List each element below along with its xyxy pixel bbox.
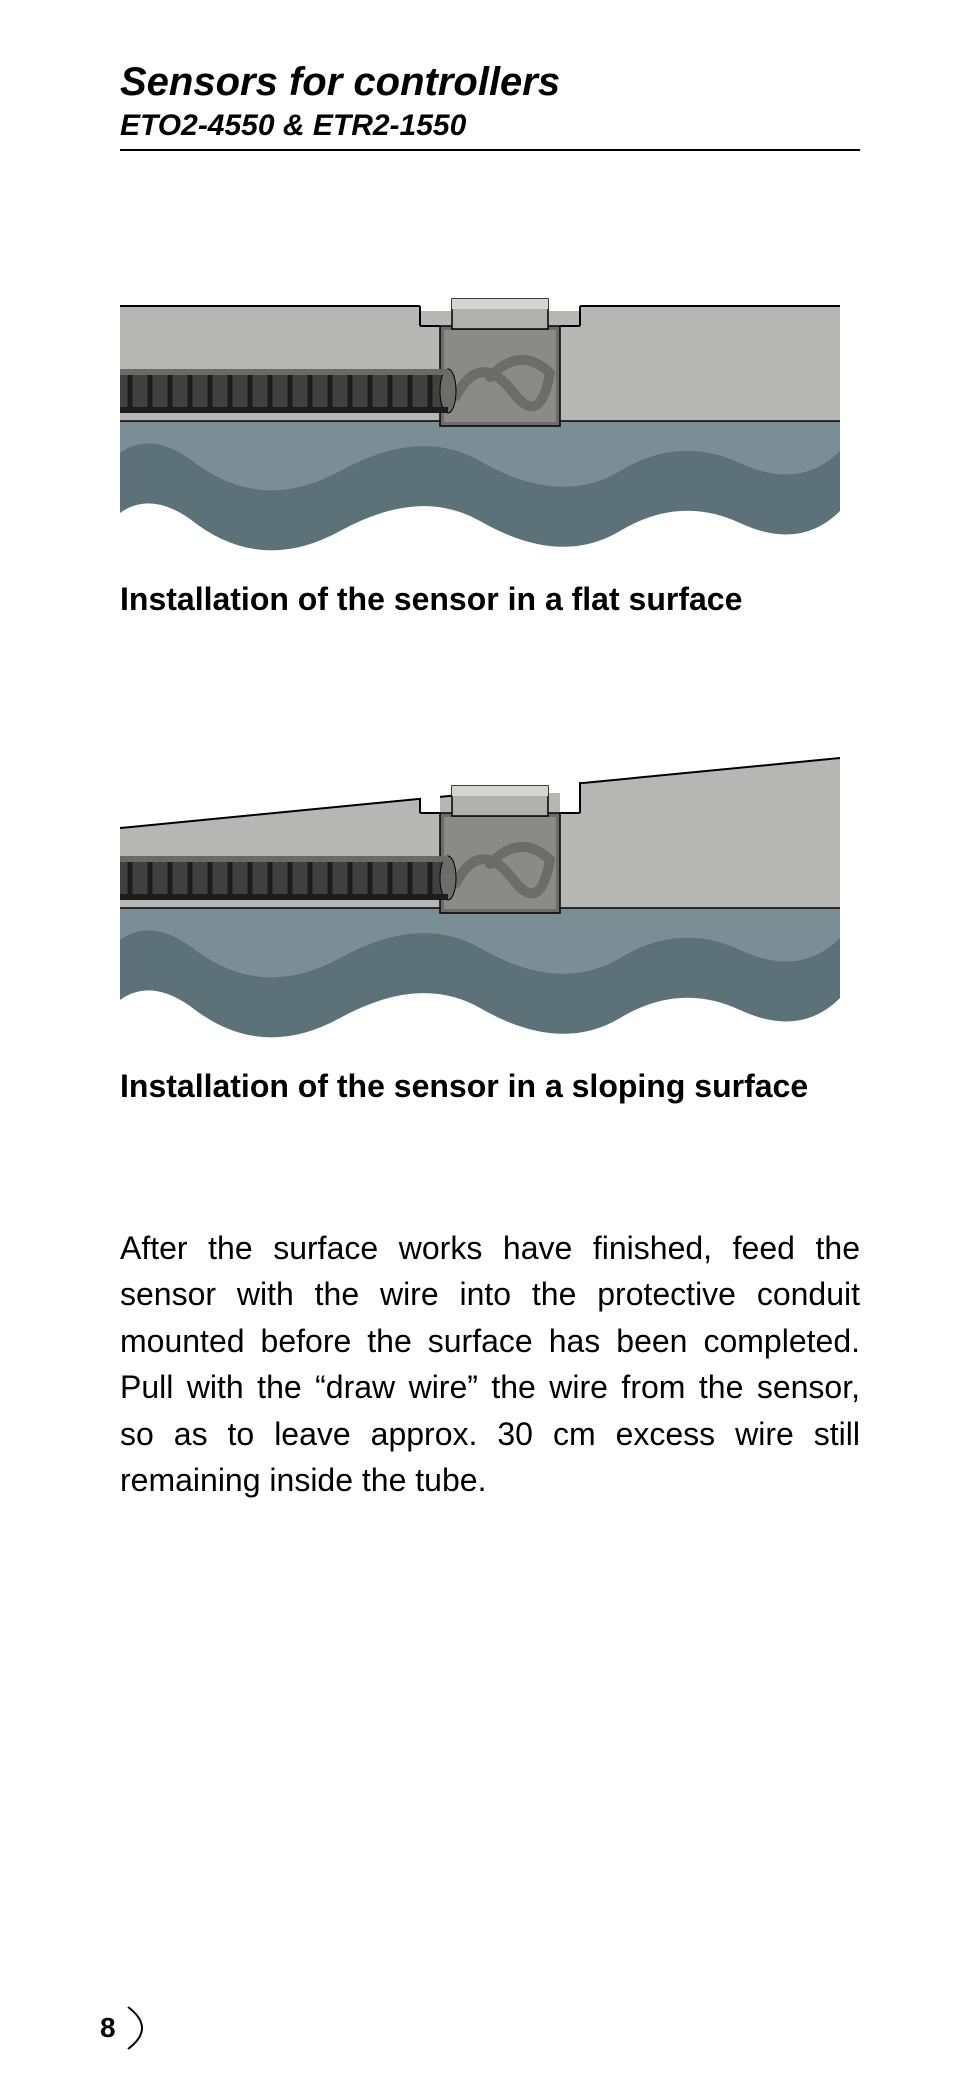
header-subtitle: ETO2-4550 & ETR2-1550 — [120, 109, 860, 143]
page-number: 8 — [100, 2012, 116, 2044]
figure-flat: Installation of the sensor in a flat sur… — [120, 251, 860, 618]
body-paragraph: After the surface works have finished, f… — [120, 1225, 860, 1503]
header: Sensors for controllers ETO2-4550 & ETR2… — [120, 60, 860, 151]
page-number-wrap: 8 — [100, 2005, 160, 2051]
caption-sloping: Installation of the sensor in a sloping … — [120, 1068, 860, 1105]
page: Sensors for controllers ETO2-4550 & ETR2… — [0, 0, 960, 2091]
caption-flat: Installation of the sensor in a flat sur… — [120, 581, 860, 618]
page-number-arc-icon — [126, 2005, 160, 2051]
figure-sloping: Installation of the sensor in a sloping … — [120, 738, 860, 1105]
header-rule — [120, 149, 860, 151]
diagram-sloping-svg — [120, 738, 840, 1038]
diagram-flat-svg — [120, 251, 840, 551]
header-title: Sensors for controllers — [120, 60, 860, 105]
